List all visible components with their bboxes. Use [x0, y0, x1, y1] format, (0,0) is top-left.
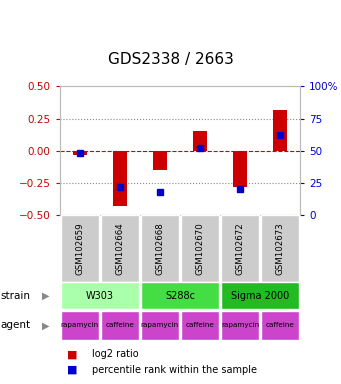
Text: caffeine: caffeine — [266, 323, 295, 328]
Text: S288c: S288c — [165, 291, 195, 301]
Bar — [61, 215, 99, 282]
Text: log2 ratio: log2 ratio — [92, 349, 139, 359]
Text: GSM102659: GSM102659 — [75, 222, 84, 275]
Text: GSM102664: GSM102664 — [115, 222, 124, 275]
Text: caffeine: caffeine — [186, 323, 214, 328]
Text: strain: strain — [0, 291, 30, 301]
Bar — [193, 131, 207, 151]
Bar — [221, 311, 259, 340]
Bar — [261, 311, 299, 340]
Bar — [273, 109, 287, 151]
Bar — [113, 151, 127, 206]
Bar — [181, 215, 219, 282]
Bar — [61, 282, 139, 309]
Text: rapamycin: rapamycin — [141, 323, 179, 328]
Text: Sigma 2000: Sigma 2000 — [231, 291, 289, 301]
Bar — [141, 215, 179, 282]
Text: rapamycin: rapamycin — [221, 323, 259, 328]
Text: GSM102673: GSM102673 — [276, 222, 284, 275]
Text: agent: agent — [0, 320, 30, 331]
Text: ▶: ▶ — [42, 291, 50, 301]
Text: GSM102670: GSM102670 — [195, 222, 204, 275]
Bar — [61, 311, 99, 340]
Bar — [181, 311, 219, 340]
Text: caffeine: caffeine — [105, 323, 134, 328]
Bar — [153, 151, 167, 170]
Bar — [221, 215, 259, 282]
Text: GSM102668: GSM102668 — [155, 222, 164, 275]
Bar — [101, 215, 139, 282]
Text: W303: W303 — [86, 291, 114, 301]
Text: GSM102672: GSM102672 — [236, 222, 244, 275]
Bar — [261, 215, 299, 282]
Bar — [101, 311, 139, 340]
Text: percentile rank within the sample: percentile rank within the sample — [92, 364, 257, 374]
Text: GDS2338 / 2663: GDS2338 / 2663 — [107, 52, 234, 67]
Text: ▶: ▶ — [42, 320, 50, 331]
Bar — [141, 311, 179, 340]
Bar — [141, 282, 219, 309]
Bar — [221, 282, 299, 309]
Bar — [233, 151, 247, 187]
Bar — [73, 151, 87, 155]
Text: ■: ■ — [66, 349, 77, 359]
Text: rapamycin: rapamycin — [61, 323, 99, 328]
Text: ■: ■ — [66, 364, 77, 374]
